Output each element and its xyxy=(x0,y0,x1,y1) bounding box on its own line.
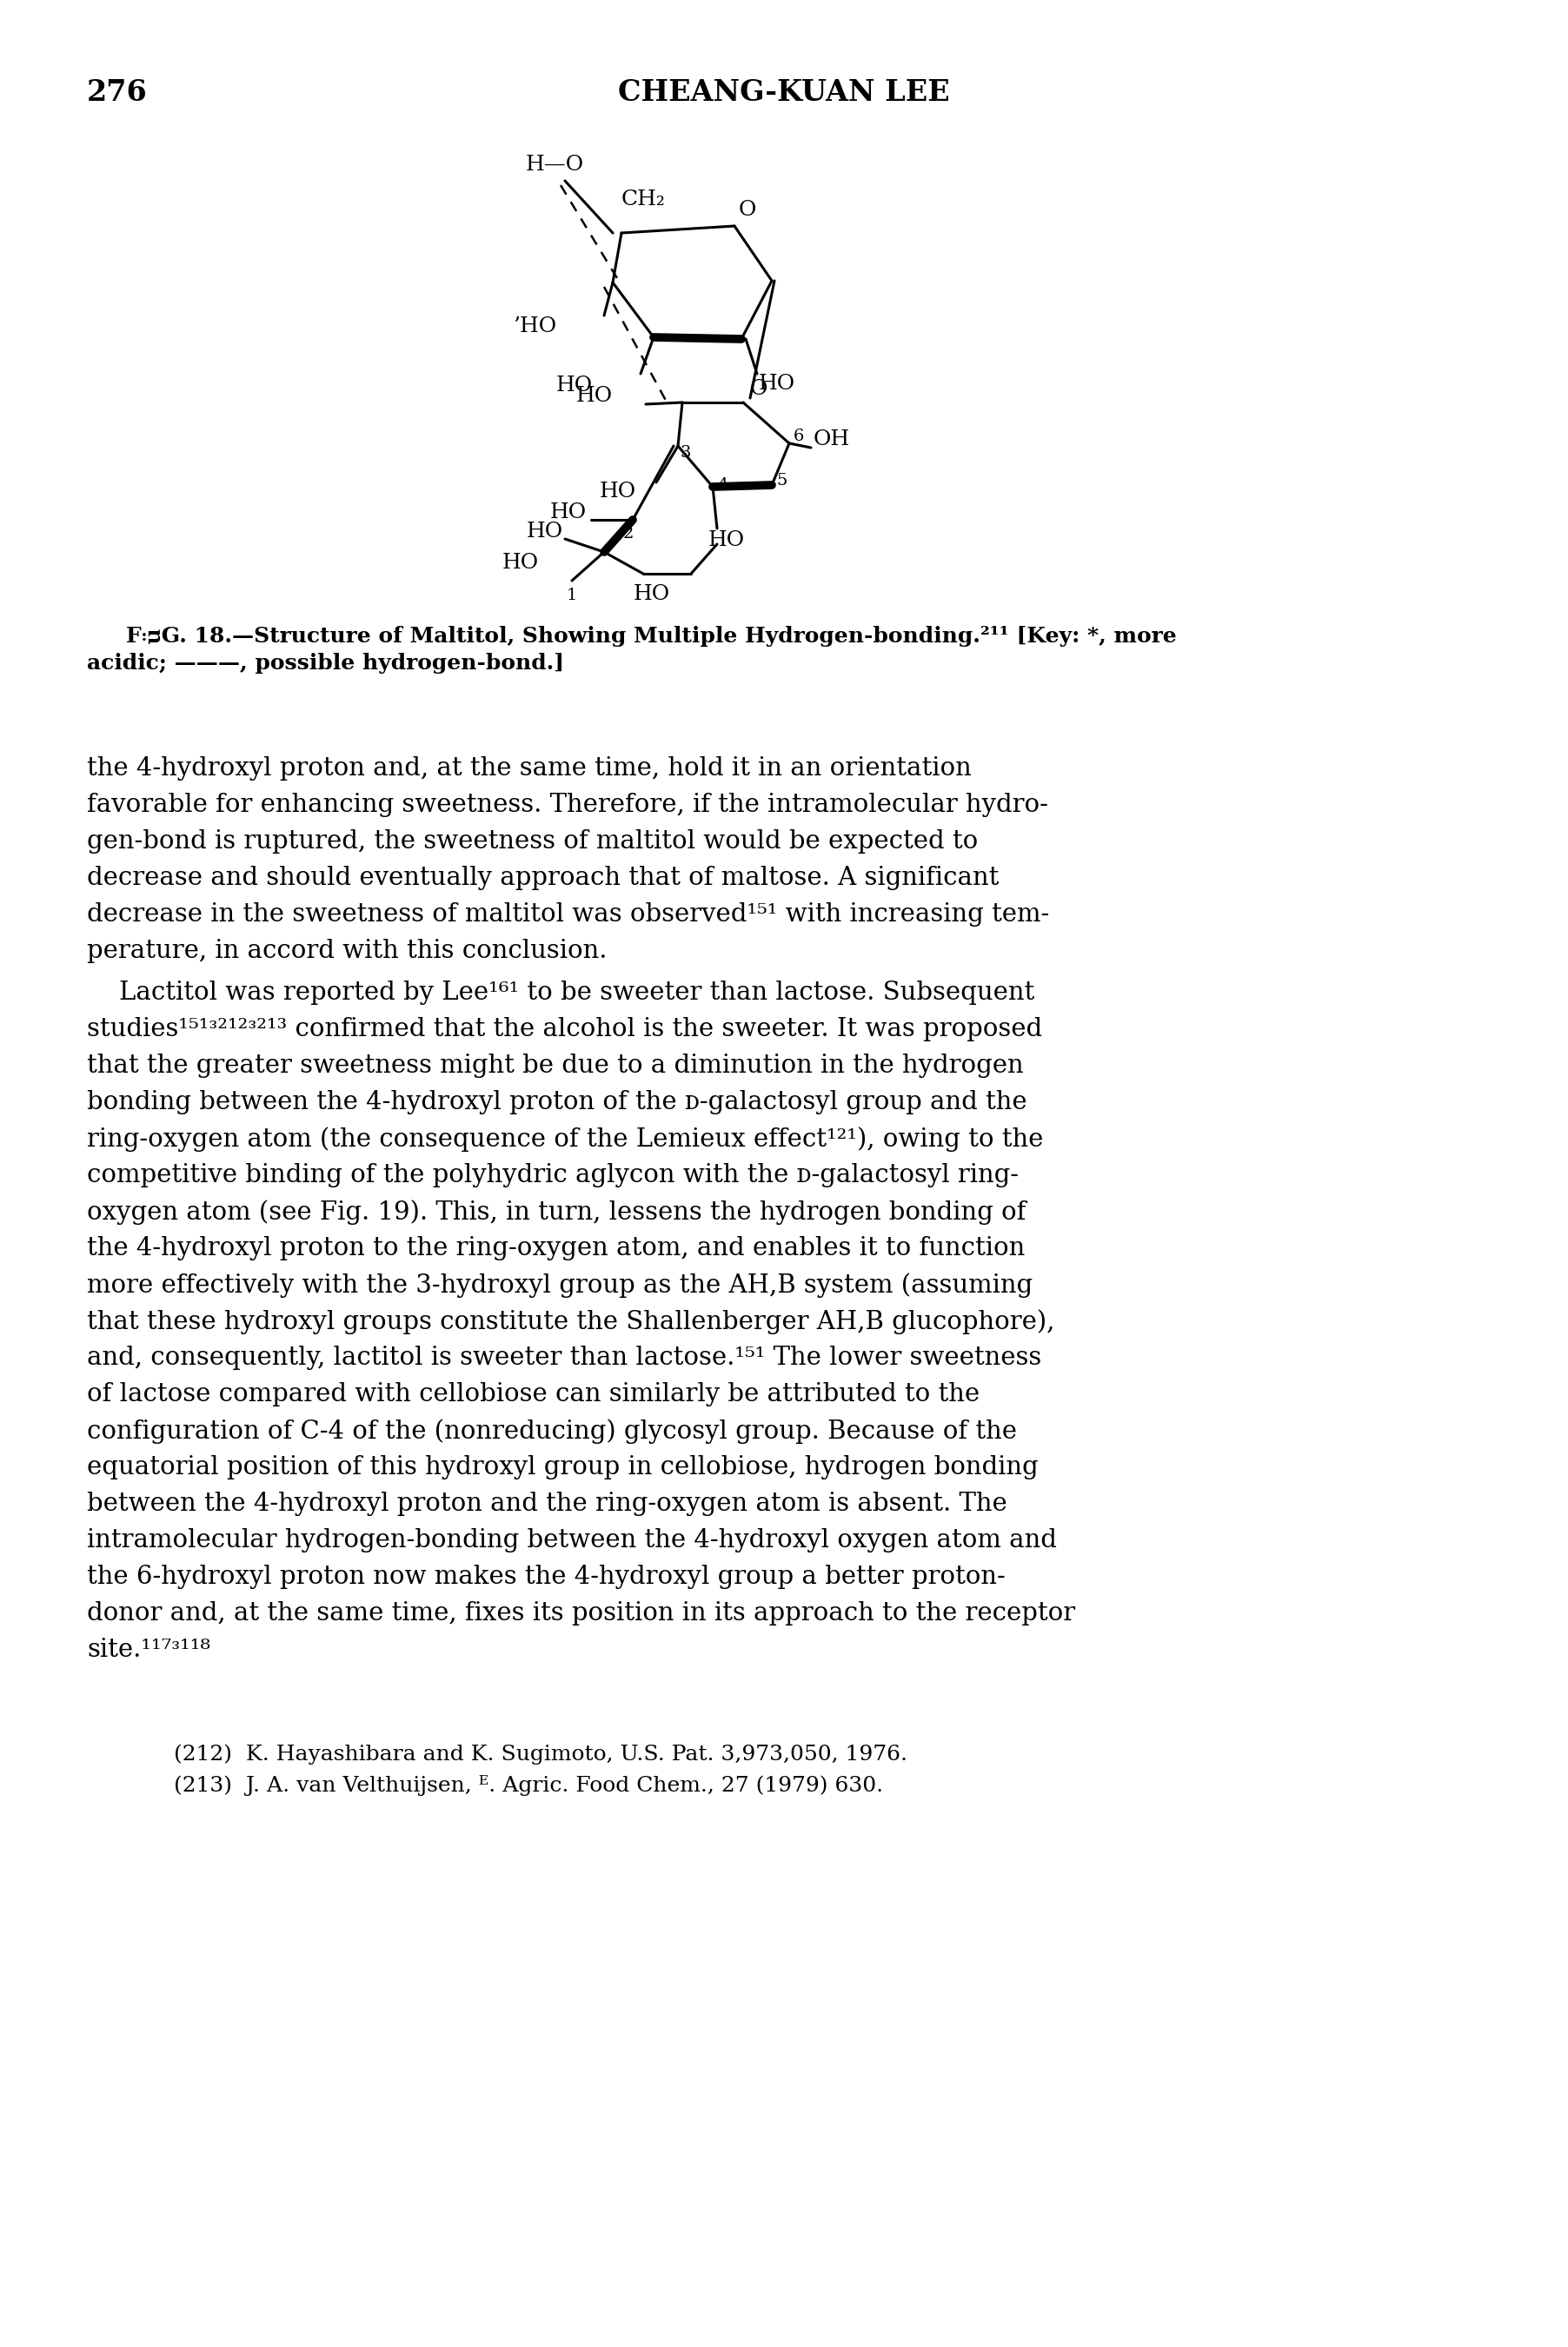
Text: HO: HO xyxy=(709,530,745,552)
Text: CHEANG-KUAN LEE: CHEANG-KUAN LEE xyxy=(618,77,950,108)
Text: the 4-hydroxyl proton to the ring-oxygen atom, and enables it to function: the 4-hydroxyl proton to the ring-oxygen… xyxy=(86,1237,1025,1260)
Text: decrease and should eventually approach that of maltose. A significant: decrease and should eventually approach … xyxy=(86,866,999,890)
Text: 1: 1 xyxy=(566,587,577,603)
Text: more effectively with the 3-hydroxyl group as the AH,B system (assuming: more effectively with the 3-hydroxyl gro… xyxy=(86,1272,1033,1298)
Text: 2: 2 xyxy=(622,526,633,542)
Text: HO: HO xyxy=(633,584,670,603)
Text: OH: OH xyxy=(814,430,850,448)
Text: HO: HO xyxy=(759,373,795,394)
Text: HO: HO xyxy=(502,554,539,573)
Text: HO: HO xyxy=(557,376,593,394)
Text: 5: 5 xyxy=(776,472,787,488)
Text: O: O xyxy=(750,380,768,399)
Text: that these hydroxyl groups constitute the Shallenberger AH,B glucophore),: that these hydroxyl groups constitute th… xyxy=(86,1310,1055,1333)
Text: CH₂: CH₂ xyxy=(621,190,666,209)
Text: site.¹¹⁷ᵌ¹¹⁸: site.¹¹⁷ᵌ¹¹⁸ xyxy=(86,1638,210,1662)
Text: HO: HO xyxy=(575,385,613,406)
Text: competitive binding of the polyhydric aglycon with the ᴅ-galactosyl ring-: competitive binding of the polyhydric ag… xyxy=(86,1164,1019,1188)
Text: 6: 6 xyxy=(793,430,804,444)
Text: 4: 4 xyxy=(717,476,728,493)
Text: configuration of C-4 of the (nonreducing) glycosyl group. Because of the: configuration of C-4 of the (nonreducing… xyxy=(86,1418,1018,1443)
Text: H—O: H—O xyxy=(525,155,585,176)
Text: that the greater sweetness might be due to a diminution in the hydrogen: that the greater sweetness might be due … xyxy=(86,1054,1024,1077)
Text: equatorial position of this hydroxyl group in cellobiose, hydrogen bonding: equatorial position of this hydroxyl gro… xyxy=(86,1455,1038,1479)
Text: HO: HO xyxy=(599,481,637,502)
Text: the 4-hydroxyl proton and, at the same time, hold it in an orientation: the 4-hydroxyl proton and, at the same t… xyxy=(86,756,972,782)
Text: (212)  K. Hayashibara and K. Sugimoto, U.S. Pat. 3,973,050, 1976.: (212) K. Hayashibara and K. Sugimoto, U.… xyxy=(174,1744,908,1765)
Text: studies¹⁵¹ᵌ²¹²ᵌ²¹³ confirmed that the alcohol is the sweeter. It was proposed: studies¹⁵¹ᵌ²¹²ᵌ²¹³ confirmed that the al… xyxy=(86,1016,1043,1042)
Text: decrease in the sweetness of maltitol was observed¹⁵¹ with increasing tem-: decrease in the sweetness of maltitol wa… xyxy=(86,901,1049,927)
Text: oxygen atom (see Fig. 19). This, in turn, lessens the hydrogen bonding of: oxygen atom (see Fig. 19). This, in turn… xyxy=(86,1199,1025,1225)
Text: HO: HO xyxy=(527,521,563,542)
Text: 276: 276 xyxy=(86,77,147,108)
Text: the 6-hydroxyl proton now makes the 4-hydroxyl group a better proton-: the 6-hydroxyl proton now makes the 4-hy… xyxy=(86,1565,1005,1589)
Text: (213)  J. A. van Velthuijsen, ᴱ. Agric. Food Chem., 27 (1979) 630.: (213) J. A. van Velthuijsen, ᴱ. Agric. F… xyxy=(174,1774,883,1795)
Text: 3: 3 xyxy=(679,446,690,460)
Text: acidic; ———, possible hydrogen-bond.]: acidic; ———, possible hydrogen-bond.] xyxy=(86,652,564,674)
Text: HO: HO xyxy=(550,502,586,523)
Text: gen-bond is ruptured, the sweetness of maltitol would be expected to: gen-bond is ruptured, the sweetness of m… xyxy=(86,828,978,854)
Text: Lactitol was reported by Lee¹⁶¹ to be sweeter than lactose. Subsequent: Lactitol was reported by Lee¹⁶¹ to be sw… xyxy=(86,981,1035,1005)
Text: of lactose compared with cellobiose can similarly be attributed to the: of lactose compared with cellobiose can … xyxy=(86,1382,980,1406)
Text: FᴞG. 18.—Structure of Maltitol, Showing Multiple Hydrogen-bonding.²¹¹ [Key: *, m: FᴞG. 18.—Structure of Maltitol, Showing … xyxy=(125,627,1176,648)
Text: bonding between the 4-hydroxyl proton of the ᴅ-galactosyl group and the: bonding between the 4-hydroxyl proton of… xyxy=(86,1089,1027,1115)
Text: perature, in accord with this conclusion.: perature, in accord with this conclusion… xyxy=(86,939,607,962)
Text: between the 4-hydroxyl proton and the ring-oxygen atom is absent. The: between the 4-hydroxyl proton and the ri… xyxy=(86,1493,1007,1516)
Text: ring-oxygen atom (the consequence of the Lemieux effect¹²¹), owing to the: ring-oxygen atom (the consequence of the… xyxy=(86,1127,1043,1152)
Text: O: O xyxy=(739,199,756,221)
Text: favorable for enhancing sweetness. Therefore, if the intramolecular hydro-: favorable for enhancing sweetness. There… xyxy=(86,793,1047,817)
Text: intramolecular hydrogen-bonding between the 4-hydroxyl oxygen atom and: intramolecular hydrogen-bonding between … xyxy=(86,1528,1057,1551)
Text: donor and, at the same time, fixes its position in its approach to the receptor: donor and, at the same time, fixes its p… xyxy=(86,1601,1076,1626)
Text: ’HO: ’HO xyxy=(513,317,557,336)
Text: and, consequently, lactitol is sweeter than lactose.¹⁵¹ The lower sweetness: and, consequently, lactitol is sweeter t… xyxy=(86,1345,1041,1371)
